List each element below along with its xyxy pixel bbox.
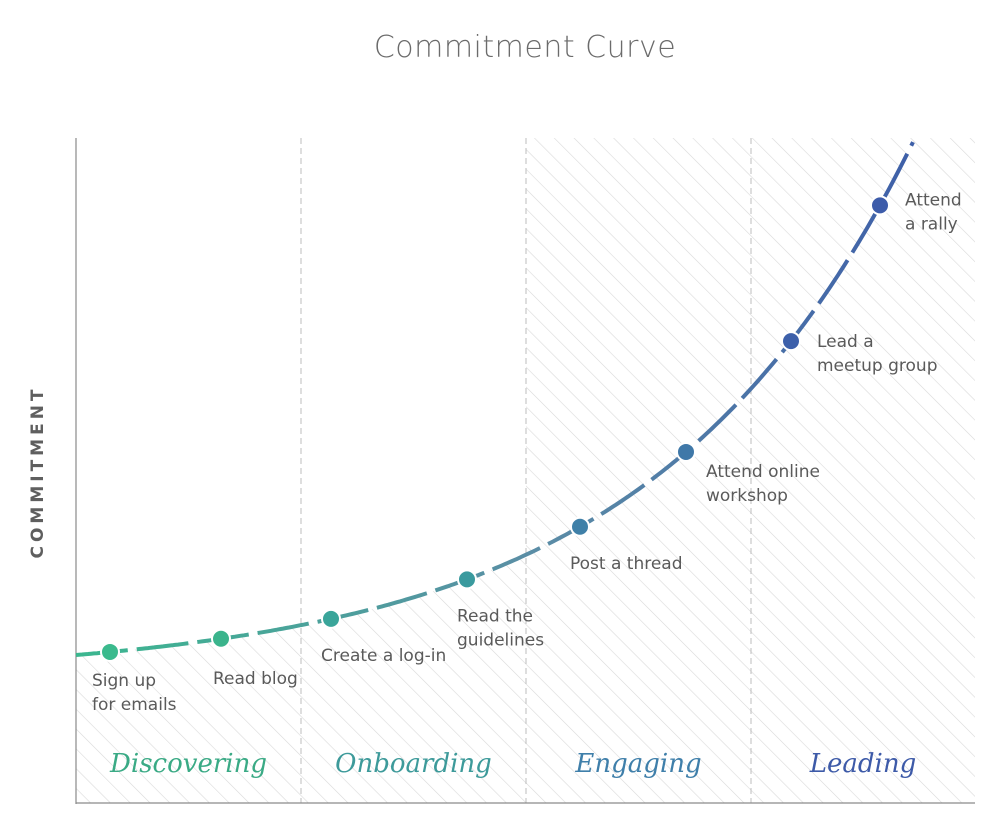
step-marker	[321, 608, 341, 629]
step-marker	[870, 195, 890, 216]
step-label: Post a thread	[570, 554, 683, 574]
phase-label-leading: Leading	[809, 749, 917, 779]
phase-hatch-leading	[751, 138, 975, 803]
y-axis-label: COMMITMENT	[28, 385, 48, 558]
step-label: Sign up for emails	[92, 671, 177, 715]
step-4: Read the guidelines	[457, 569, 544, 650]
step-label: Attend a rally	[905, 190, 962, 234]
step-marker	[457, 569, 477, 590]
phase-label-engaging: Engaging	[574, 749, 701, 779]
phase-label-onboarding: Onboarding	[335, 749, 492, 779]
step-markers: Sign up for emails Read blog Create a log-i…	[92, 190, 962, 715]
step-label: Create a log-in	[321, 646, 446, 666]
step-marker	[100, 641, 120, 662]
step-marker	[676, 441, 696, 462]
step-label: Lead a meetup group	[817, 332, 938, 376]
step-5: Post a thread	[570, 516, 683, 574]
phase-labels: Discovering Onboarding Engaging Leading	[109, 749, 916, 779]
phase-hatch-onboarding	[301, 554, 526, 803]
step-1: Sign up for emails	[92, 641, 177, 715]
phase-label-discovering: Discovering	[109, 749, 267, 779]
phase-dividers	[300, 138, 752, 803]
step-marker	[211, 628, 231, 649]
diagram-title: Commitment Curve	[373, 30, 677, 65]
step-8: Attend a rally	[870, 190, 962, 234]
step-6: Attend online workshop	[676, 441, 820, 506]
step-2: Read blog	[211, 628, 298, 689]
step-label: Read the guidelines	[457, 606, 544, 650]
step-7: Lead a meetup group	[781, 331, 938, 376]
step-label: Read blog	[213, 669, 298, 689]
step-label: Attend online workshop	[706, 462, 820, 506]
step-marker	[781, 331, 801, 352]
step-marker	[570, 516, 590, 537]
phase-backgrounds	[76, 138, 975, 803]
step-3: Create a log-in	[321, 608, 446, 666]
phase-hatch-engaging	[526, 138, 751, 803]
